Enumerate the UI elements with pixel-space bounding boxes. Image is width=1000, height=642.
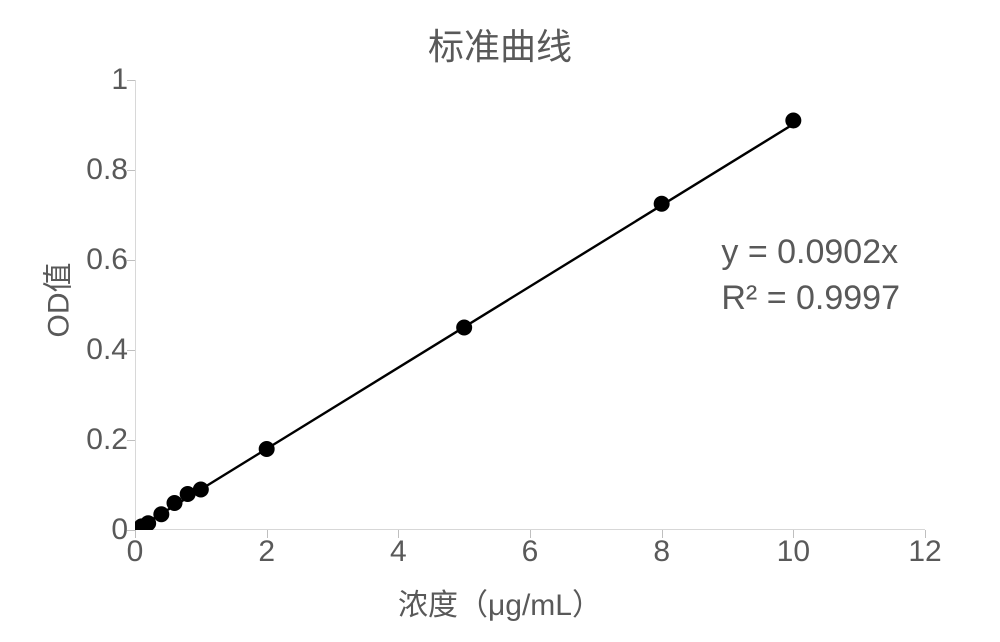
x-tick-label: 0 xyxy=(127,535,144,569)
y-tick-mark xyxy=(127,80,135,81)
x-axis-label: 浓度（μg/mL） xyxy=(0,580,1000,624)
x-tick-label: 8 xyxy=(653,535,670,569)
x-tick-mark xyxy=(398,530,399,538)
y-axis-label: OD值 xyxy=(34,263,78,338)
equation-line-2: R² = 0.9997 xyxy=(721,276,900,322)
x-tick-mark xyxy=(793,530,794,538)
x-tick-mark xyxy=(267,530,268,538)
y-tick-mark xyxy=(127,530,135,531)
y-tick-mark xyxy=(127,260,135,261)
x-tick-label: 6 xyxy=(522,535,539,569)
x-tick-mark xyxy=(135,530,136,538)
x-tick-mark xyxy=(925,530,926,538)
data-point xyxy=(259,441,275,457)
equation-line-1: y = 0.0902x xyxy=(721,230,900,276)
data-point xyxy=(785,113,801,129)
data-point xyxy=(654,196,670,212)
chart-title: 标准曲线 xyxy=(0,18,1000,70)
x-tick-label: 2 xyxy=(258,535,275,569)
x-tick-mark xyxy=(530,530,531,538)
y-tick-label: 0.6 xyxy=(86,243,128,277)
data-point xyxy=(167,495,183,511)
data-point xyxy=(153,506,169,522)
x-tick-label: 4 xyxy=(390,535,407,569)
y-tick-label: 0.2 xyxy=(86,423,128,457)
chart-container: 标准曲线 OD值 浓度（μg/mL） y = 0.0902x R² = 0.99… xyxy=(0,0,1000,642)
y-tick-label: 0.8 xyxy=(86,153,128,187)
data-point xyxy=(456,320,472,336)
x-tick-label: 12 xyxy=(908,535,941,569)
y-tick-label: 0 xyxy=(111,513,128,547)
y-tick-mark xyxy=(127,440,135,441)
x-tick-mark xyxy=(662,530,663,538)
y-tick-mark xyxy=(127,350,135,351)
y-tick-label: 0.4 xyxy=(86,333,128,367)
x-tick-label: 10 xyxy=(777,535,810,569)
y-tick-mark xyxy=(127,170,135,171)
data-point xyxy=(193,482,209,498)
trendline-equation: y = 0.0902x R² = 0.9997 xyxy=(721,230,900,322)
y-tick-label: 1 xyxy=(111,63,128,97)
